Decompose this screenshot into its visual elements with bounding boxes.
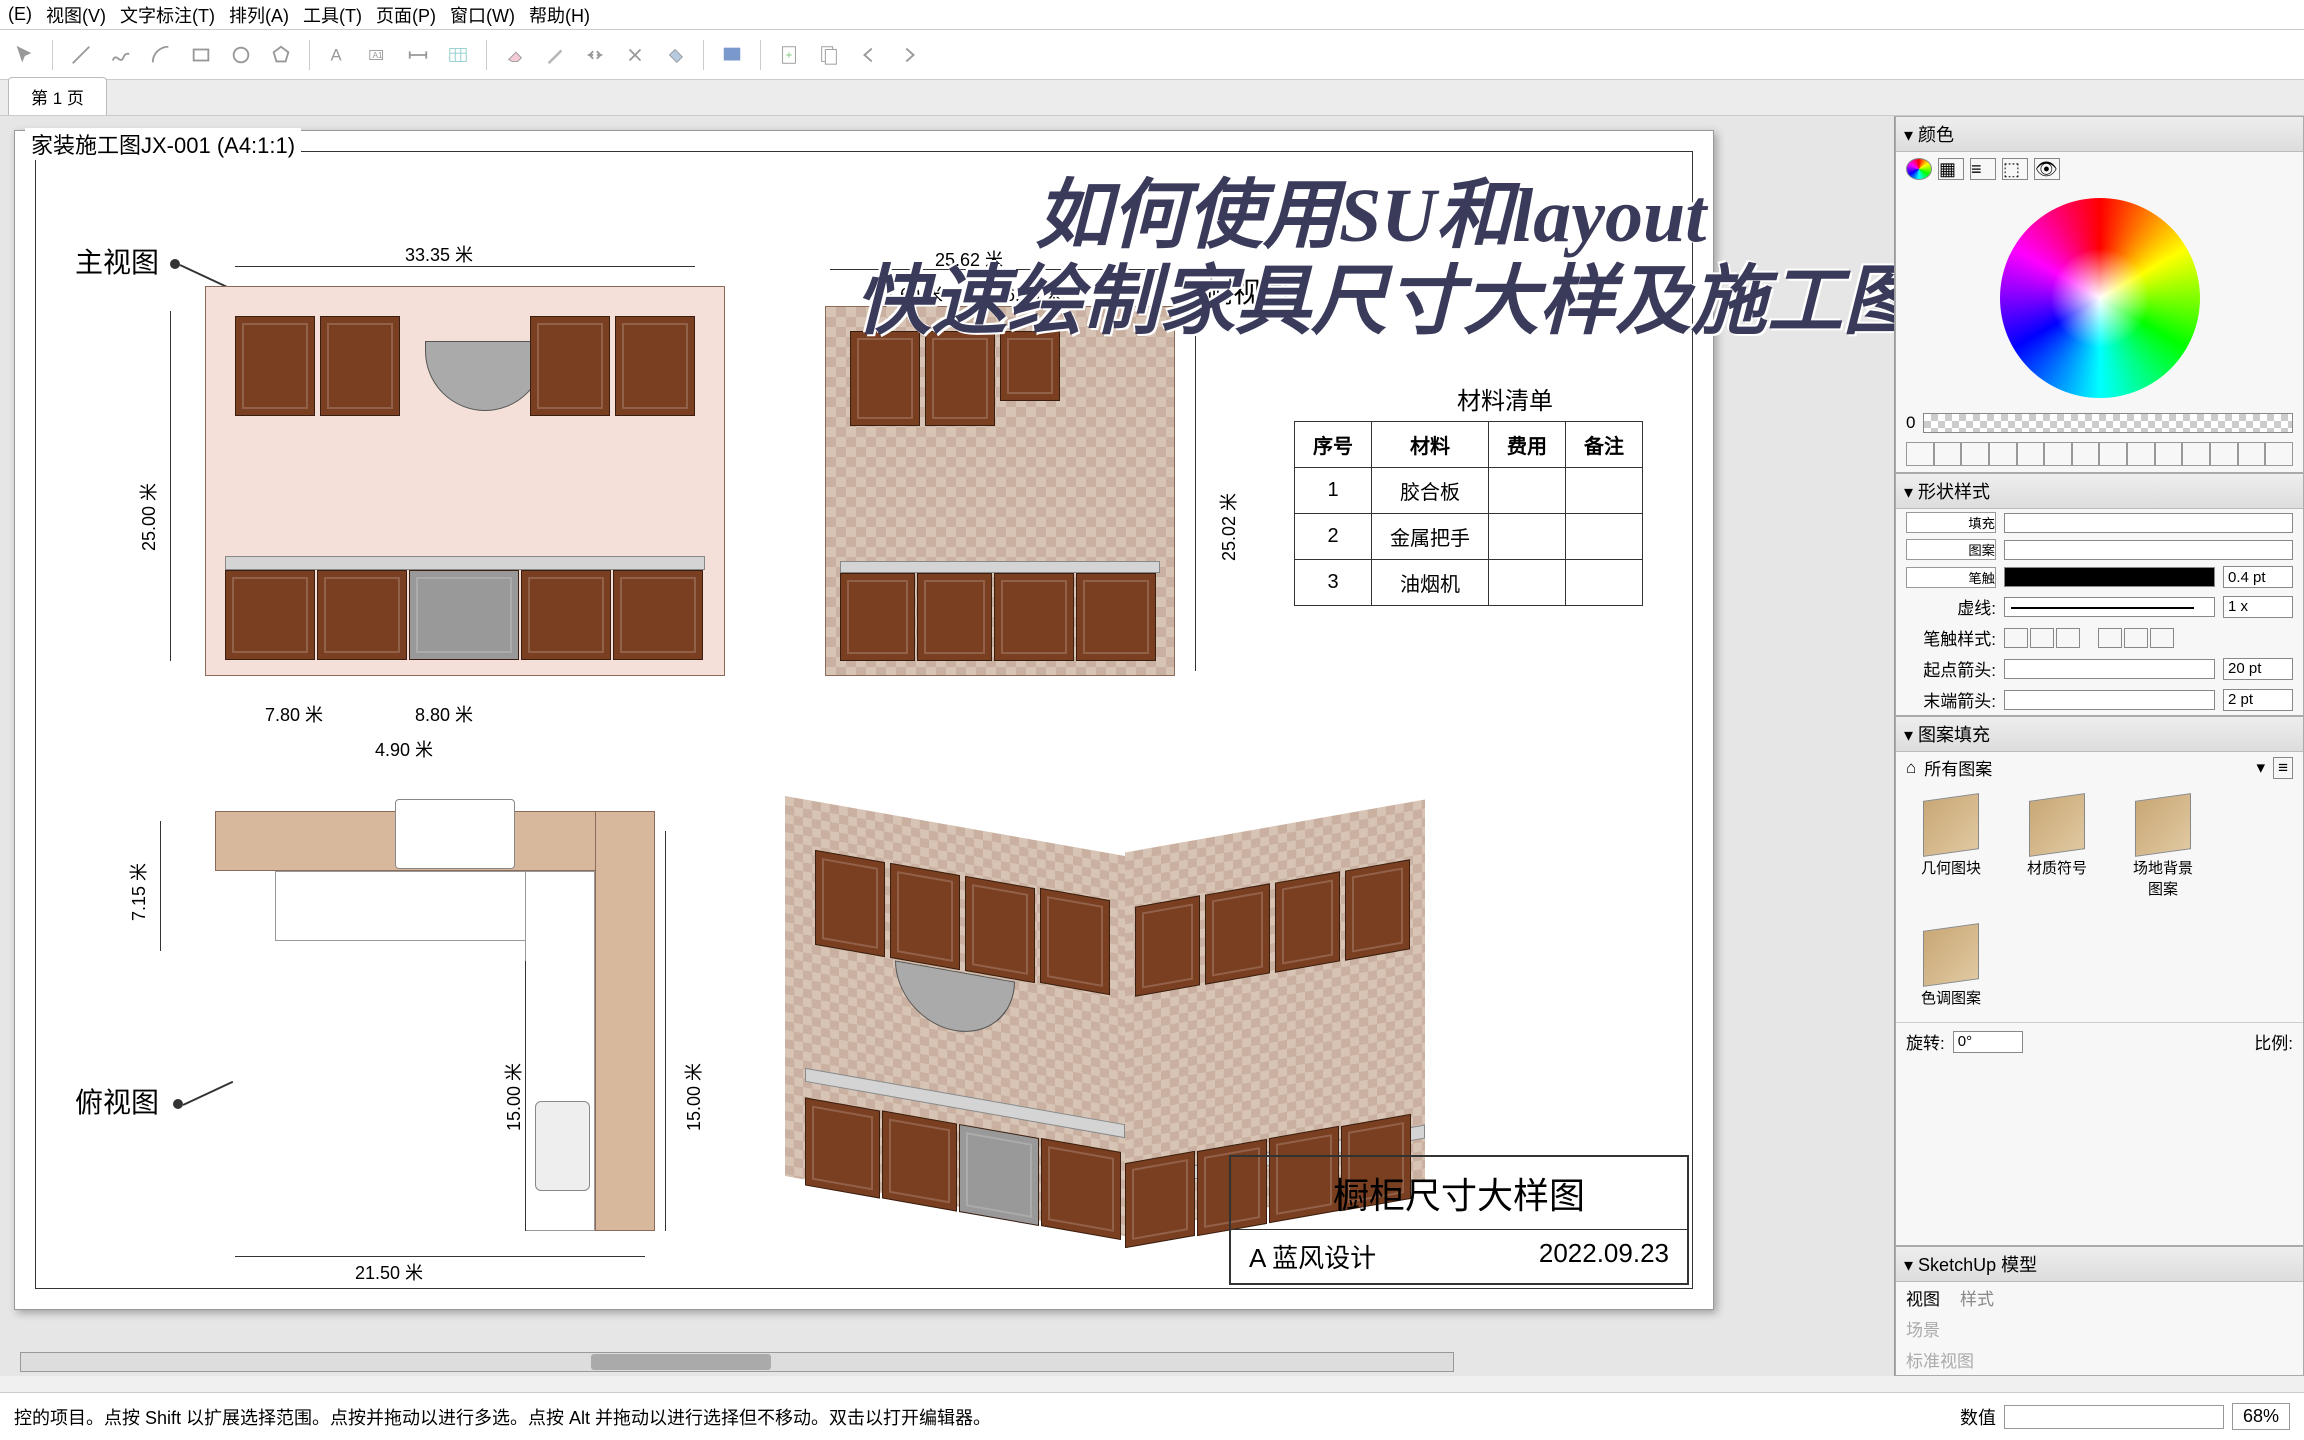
drawing-title: 橱柜尺寸大样图 bbox=[1231, 1157, 1687, 1230]
menu-help[interactable]: 帮助(H) bbox=[529, 2, 590, 28]
canvas-area[interactable]: 家装施工图JX-001 (A4:1:1) 如何使用SU和layout 快速绘制家… bbox=[0, 116, 1894, 1376]
front-elevation bbox=[205, 286, 725, 676]
rotate-input[interactable] bbox=[1953, 1031, 2023, 1053]
rect-icon[interactable] bbox=[185, 39, 217, 71]
workspace: 家装施工图JX-001 (A4:1:1) 如何使用SU和layout 快速绘制家… bbox=[0, 116, 2304, 1376]
page-tabs: 第 1 页 bbox=[0, 80, 2304, 116]
materials-title: 材料清单 bbox=[1457, 381, 1553, 416]
present-icon[interactable] bbox=[716, 39, 748, 71]
materials-table: 序号材料费用备注 1胶合板 2金属把手 3油烟机 bbox=[1294, 421, 1643, 606]
menu-page[interactable]: 页面(P) bbox=[376, 2, 436, 28]
fill-btn[interactable]: 填充 bbox=[1906, 512, 1996, 533]
dim-side-h: 25.02 米 bbox=[1215, 493, 1241, 561]
text-icon[interactable]: A bbox=[322, 39, 354, 71]
right-panels: 颜色 ▦ ≡ ⬚ 👁 0 形状样式 填充 图案 笔触 虚线: 笔触样式: 起点箭… bbox=[1894, 116, 2304, 1376]
start-arrow-input[interactable] bbox=[2223, 658, 2293, 680]
menu-arrange[interactable]: 排列(A) bbox=[229, 2, 289, 28]
status-hint: 控的项目。点按 Shift 以扩展选择范围。点按并拖动以进行多选。点按 Alt … bbox=[14, 1404, 991, 1430]
style-icon[interactable] bbox=[539, 39, 571, 71]
panel-shape-header[interactable]: 形状样式 bbox=[1896, 474, 2303, 509]
status-bar: 控的项目。点按 Shift 以扩展选择范围。点按并拖动以进行多选。点按 Alt … bbox=[0, 1392, 2304, 1440]
toolbar: A A1 bbox=[0, 30, 2304, 80]
menu-edit[interactable]: (E) bbox=[8, 4, 32, 25]
panel-pattern-fill: 图案填充 ⌂所有图案▾≡ 几何图块 材质符号 场地背景图案 色调图案 旋转: 比… bbox=[1895, 716, 2304, 1246]
designer: A 蓝风设计 bbox=[1249, 1238, 1376, 1275]
date: 2022.09.23 bbox=[1539, 1238, 1669, 1275]
paper-header: 家装施工图JX-001 (A4:1:1) bbox=[25, 128, 301, 160]
dim-top-w: 21.50 米 bbox=[355, 1259, 423, 1285]
dim-top-d2: 15.00 米 bbox=[680, 1063, 706, 1131]
label-side: 侧视图 bbox=[1205, 271, 1289, 311]
freehand-icon[interactable] bbox=[105, 39, 137, 71]
color-wheel[interactable] bbox=[2000, 198, 2200, 398]
dash-scale-input[interactable] bbox=[2223, 596, 2293, 618]
bucket-icon[interactable] bbox=[659, 39, 691, 71]
svg-text:A1: A1 bbox=[373, 50, 384, 59]
menu-bar: (E) 视图(V) 文字标注(T) 排列(A) 工具(T) 页面(P) 窗口(W… bbox=[0, 0, 2304, 30]
label-top: 俯视图 bbox=[75, 1081, 159, 1121]
dim-front-d1: 7.80 米 bbox=[265, 701, 323, 727]
dimension-icon[interactable] bbox=[402, 39, 434, 71]
pattern-tone[interactable]: 色调图案 bbox=[1916, 927, 1986, 1008]
prevpage-icon[interactable] bbox=[853, 39, 885, 71]
horizontal-scrollbar[interactable] bbox=[20, 1352, 1454, 1372]
stroke-btn[interactable]: 笔触 bbox=[1906, 567, 1996, 588]
end-arrow-input[interactable] bbox=[2223, 689, 2293, 711]
pattern-btn[interactable]: 图案 bbox=[1906, 539, 1996, 560]
side-elevation bbox=[825, 306, 1175, 676]
dim-top-d1: 15.00 米 bbox=[500, 1063, 526, 1131]
nextpage-icon[interactable] bbox=[893, 39, 925, 71]
table-icon[interactable] bbox=[442, 39, 474, 71]
dim-front-h: 25.00 米 bbox=[135, 483, 161, 551]
duppage-icon[interactable] bbox=[813, 39, 845, 71]
split-icon[interactable] bbox=[579, 39, 611, 71]
stroke-width-input[interactable] bbox=[2223, 566, 2293, 588]
select-icon[interactable] bbox=[8, 39, 40, 71]
pattern-site[interactable]: 场地背景图案 bbox=[2128, 797, 2198, 899]
zoom-value[interactable]: 68% bbox=[2232, 1403, 2290, 1430]
panel-sketchup-header[interactable]: SketchUp 模型 bbox=[1896, 1247, 2303, 1282]
dim-top-h: 7.15 米 bbox=[125, 863, 151, 921]
panel-pattern-header[interactable]: 图案填充 bbox=[1896, 717, 2303, 752]
addpage-icon[interactable] bbox=[773, 39, 805, 71]
dim-side-d2: 6.00 米 bbox=[1005, 281, 1063, 307]
circle-icon[interactable] bbox=[225, 39, 257, 71]
pattern-geom[interactable]: 几何图块 bbox=[1916, 797, 1986, 899]
su-style-tab[interactable]: 样式 bbox=[1960, 1285, 1994, 1310]
menu-text[interactable]: 文字标注(T) bbox=[120, 2, 215, 28]
eraser-icon[interactable] bbox=[499, 39, 531, 71]
menu-tools[interactable]: 工具(T) bbox=[303, 2, 362, 28]
dim-front-d2: 8.80 米 bbox=[415, 701, 473, 727]
plan-view bbox=[215, 811, 655, 1231]
panel-shape: 形状样式 填充 图案 笔触 虚线: 笔触样式: 起点箭头: 末端箭头: bbox=[1895, 473, 2304, 716]
dim-front-d3: 4.90 米 bbox=[375, 736, 433, 762]
menu-window[interactable]: 窗口(W) bbox=[450, 2, 515, 28]
tab-page1[interactable]: 第 1 页 bbox=[8, 77, 107, 115]
panel-sketchup: SketchUp 模型 视图样式 场景 标准视图 bbox=[1895, 1246, 2304, 1376]
panel-color: 颜色 ▦ ≡ ⬚ 👁 0 bbox=[1895, 116, 2304, 473]
polygon-icon[interactable] bbox=[265, 39, 297, 71]
panel-color-header[interactable]: 颜色 bbox=[1896, 117, 2303, 152]
dim-front-w: 33.35 米 bbox=[405, 241, 473, 267]
join-icon[interactable] bbox=[619, 39, 651, 71]
title-block: 橱柜尺寸大样图 A 蓝风设计 2022.09.23 bbox=[1229, 1155, 1689, 1285]
label-front: 主视图 bbox=[75, 241, 159, 281]
pattern-material[interactable]: 材质符号 bbox=[2022, 797, 2092, 899]
dim-side-d1: 7.60 米 bbox=[885, 281, 943, 307]
value-label: 数值 bbox=[1960, 1404, 1996, 1430]
label-icon[interactable]: A1 bbox=[362, 39, 394, 71]
su-view-tab[interactable]: 视图 bbox=[1906, 1285, 1940, 1310]
arc-icon[interactable] bbox=[145, 39, 177, 71]
menu-view[interactable]: 视图(V) bbox=[46, 2, 106, 28]
svg-text:A: A bbox=[331, 46, 342, 64]
paper[interactable]: 家装施工图JX-001 (A4:1:1) 如何使用SU和layout 快速绘制家… bbox=[14, 130, 1714, 1310]
line-icon[interactable] bbox=[65, 39, 97, 71]
